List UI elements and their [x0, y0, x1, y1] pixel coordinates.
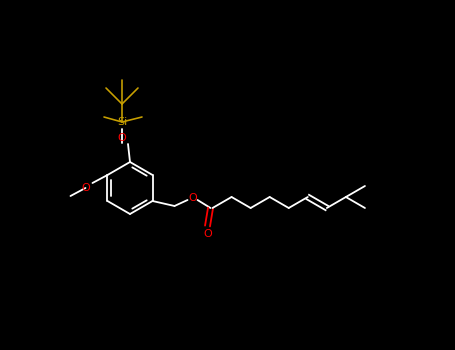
Text: Si: Si	[117, 117, 127, 127]
Text: O: O	[81, 183, 90, 193]
Text: O: O	[118, 133, 126, 143]
Text: O: O	[203, 229, 212, 239]
Text: O: O	[188, 193, 197, 203]
